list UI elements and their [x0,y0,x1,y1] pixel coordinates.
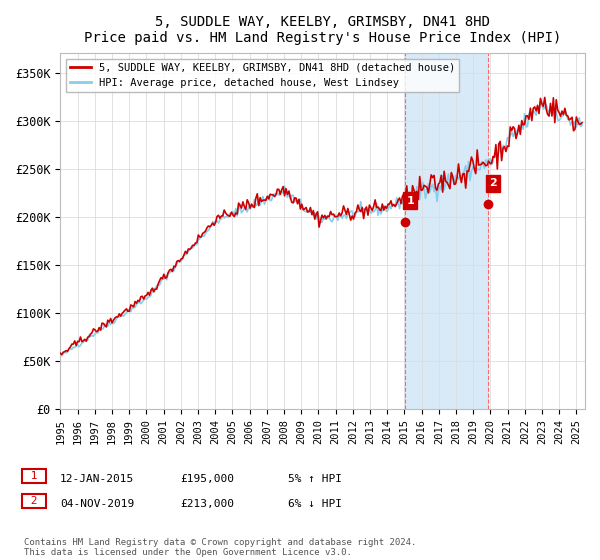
Title: 5, SUDDLE WAY, KEELBY, GRIMSBY, DN41 8HD
Price paid vs. HM Land Registry's House: 5, SUDDLE WAY, KEELBY, GRIMSBY, DN41 8HD… [84,15,562,45]
Text: Contains HM Land Registry data © Crown copyright and database right 2024.
This d: Contains HM Land Registry data © Crown c… [24,538,416,557]
Legend: 5, SUDDLE WAY, KEELBY, GRIMSBY, DN41 8HD (detached house), HPI: Average price, d: 5, SUDDLE WAY, KEELBY, GRIMSBY, DN41 8HD… [65,58,460,92]
Text: 6% ↓ HPI: 6% ↓ HPI [288,499,342,509]
Text: 1: 1 [24,471,44,481]
Text: 2: 2 [489,178,497,188]
Bar [405,53,488,409]
Text: £195,000: £195,000 [180,474,234,484]
Text: 1: 1 [406,195,414,206]
Text: 04-NOV-2019: 04-NOV-2019 [60,499,134,509]
Text: £213,000: £213,000 [180,499,234,509]
Text: 2: 2 [24,496,44,506]
Text: 12-JAN-2015: 12-JAN-2015 [60,474,134,484]
Text: 5% ↑ HPI: 5% ↑ HPI [288,474,342,484]
